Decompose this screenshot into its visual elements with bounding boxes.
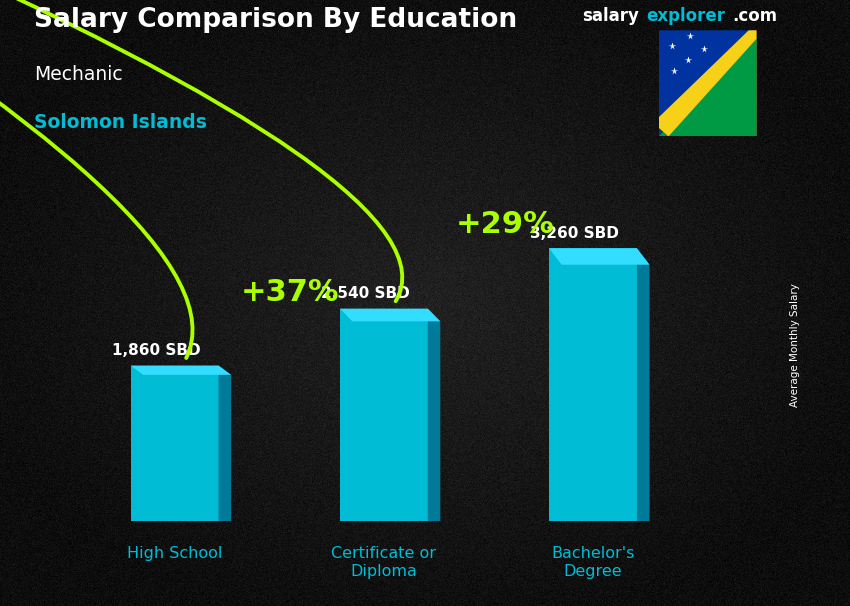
Text: salary: salary [582,7,639,25]
Text: +37%: +37% [241,278,339,307]
Polygon shape [659,30,756,136]
Bar [131,365,218,521]
Polygon shape [428,308,440,521]
Polygon shape [218,365,231,521]
Text: +29%: +29% [456,210,554,239]
Bar [549,248,637,521]
Text: .com: .com [733,7,778,25]
Text: 3,260 SBD: 3,260 SBD [530,226,619,241]
Polygon shape [131,365,231,375]
Text: Salary Comparison By Education: Salary Comparison By Education [34,7,517,33]
Text: 1,860 SBD: 1,860 SBD [112,343,201,358]
Text: 2,540 SBD: 2,540 SBD [321,286,410,301]
Polygon shape [637,248,649,521]
Bar [340,308,428,521]
Text: Solomon Islands: Solomon Islands [34,113,207,133]
Polygon shape [549,248,649,265]
Polygon shape [659,30,756,136]
Text: Mechanic: Mechanic [34,65,122,84]
Polygon shape [340,308,440,321]
Polygon shape [659,30,756,136]
Text: Average Monthly Salary: Average Monthly Salary [790,284,800,407]
Text: explorer: explorer [646,7,725,25]
